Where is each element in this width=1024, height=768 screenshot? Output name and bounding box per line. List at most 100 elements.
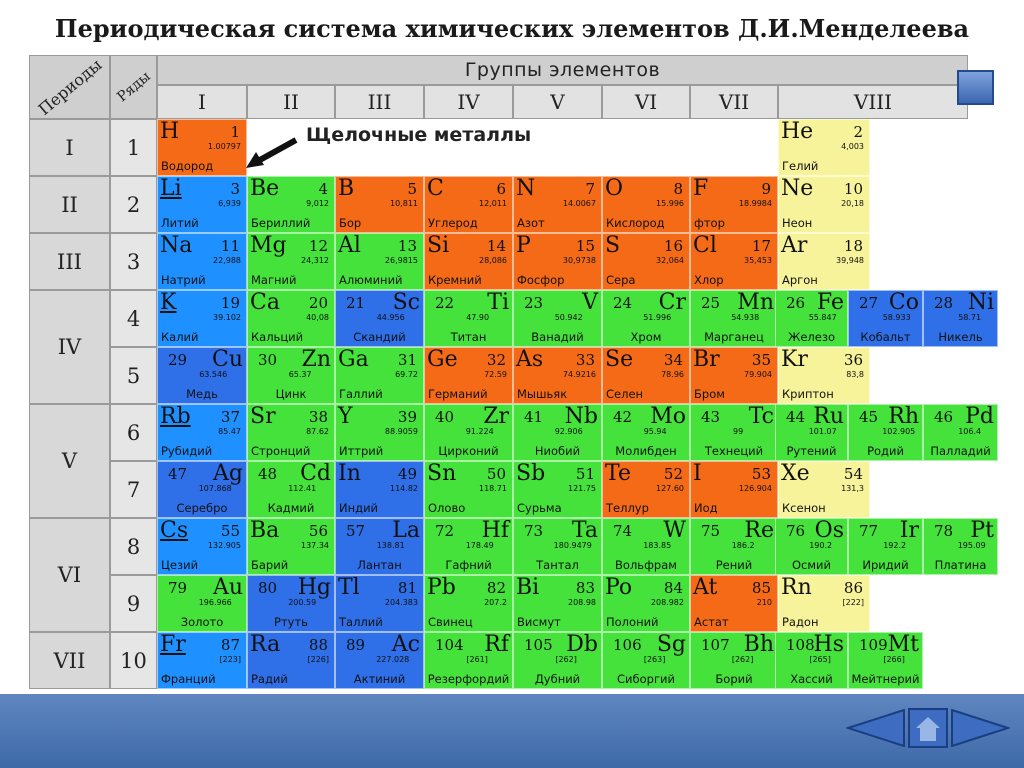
element-Au[interactable]: Au 79 196.966 Золото	[157, 575, 247, 632]
element-Tc[interactable]: Tc 43 99 Технеций	[690, 404, 778, 461]
element-Ni[interactable]: Ni 28 58.71 Никель	[923, 290, 998, 347]
element-Bh[interactable]: Bh 107 [262] Борий	[690, 632, 778, 689]
element-mass: 1.00797	[207, 142, 241, 151]
element-Pd[interactable]: Pd 46 106.4 Палладий	[923, 404, 998, 461]
element-Hs[interactable]: Hs 108 [265] Хассий	[775, 632, 848, 689]
element-Co[interactable]: Co 27 58.933 Кобальт	[848, 290, 923, 347]
element-Ta[interactable]: Ta 73 180.9479 Тантал	[513, 518, 602, 575]
group-header-2: II	[247, 85, 335, 119]
element-I[interactable]: I 53 126.904 Иод	[690, 461, 778, 518]
element-Bi[interactable]: Bi 83 208.98 Висмут	[513, 575, 602, 632]
element-C[interactable]: C 6 12,011 Углерод	[424, 176, 513, 233]
element-Ba[interactable]: Ba 56 137.34 Барий	[247, 518, 335, 575]
element-mass: 15.996	[656, 199, 684, 208]
element-symbol: He	[781, 119, 814, 144]
element-Os[interactable]: Os 76 190.2 Осмий	[775, 518, 848, 575]
element-Mo[interactable]: Mo 42 95.94 Молибден	[602, 404, 690, 461]
element-Mg[interactable]: Mg 12 24,312 Магний	[247, 233, 335, 290]
period-label: VII	[53, 648, 86, 673]
element-Al[interactable]: Al 13 26,9815 Алюминий	[335, 233, 424, 290]
element-S[interactable]: S 16 32,064 Сера	[602, 233, 690, 290]
element-Ac[interactable]: Ac 89 227.028 Актиний	[335, 632, 424, 689]
element-Rh[interactable]: Rh 45 102.905 Родий	[848, 404, 923, 461]
element-Zn[interactable]: Zn 30 65.37 Цинк	[247, 347, 335, 404]
element-Cl[interactable]: Cl 17 35,453 Хлор	[690, 233, 778, 290]
element-Cs[interactable]: Cs 55 132.905 Цезий	[157, 518, 247, 575]
element-N[interactable]: N 7 14.0067 Азот	[513, 176, 602, 233]
element-Kr[interactable]: Kr 36 83,8 Криптон	[778, 347, 870, 404]
element-Sb[interactable]: Sb 51 121.75 Сурьма	[513, 461, 602, 518]
element-In[interactable]: In 49 114.82 Индий	[335, 461, 424, 518]
element-symbol: Tl	[338, 575, 360, 600]
element-Cr[interactable]: Cr 24 51.996 Хром	[602, 290, 690, 347]
element-Na[interactable]: Na 11 22,988 Натрий	[157, 233, 247, 290]
element-W[interactable]: W 74 183.85 Вольфрам	[602, 518, 690, 575]
element-H[interactable]: H 1 1.00797 Водород	[157, 119, 247, 176]
element-Fr[interactable]: Fr 87 [223] Франций	[157, 632, 247, 689]
element-At[interactable]: At 85 210 Астат	[690, 575, 778, 632]
element-number: 72	[435, 522, 455, 540]
element-Hg[interactable]: Hg 80 200.59 Ртуть	[247, 575, 335, 632]
row-label: 7	[126, 477, 141, 502]
element-Ir[interactable]: Ir 77 192.2 Иридий	[848, 518, 923, 575]
element-Ca[interactable]: Ca 20 40,08 Кальций	[247, 290, 335, 347]
element-Sr[interactable]: Sr 38 87.62 Стронций	[247, 404, 335, 461]
element-Ti[interactable]: Ti 22 47.90 Титан	[424, 290, 513, 347]
element-name: Серебро	[176, 501, 228, 515]
element-Zr[interactable]: Zr 40 91.224 Цирконий	[424, 404, 513, 461]
element-Xe[interactable]: Xe 54 131,3 Ксенон	[778, 461, 870, 518]
element-P[interactable]: P 15 30,9738 Фосфор	[513, 233, 602, 290]
element-Be[interactable]: Be 4 9,012 Бериллий	[247, 176, 335, 233]
element-K[interactable]: K 19 39.102 Калий	[157, 290, 247, 347]
element-Sc[interactable]: Sc 21 44.956 Скандий	[335, 290, 424, 347]
element-Pt[interactable]: Pt 78 195.09 Платина	[923, 518, 998, 575]
element-mass: 195.09	[957, 541, 986, 550]
element-Hf[interactable]: Hf 72 178.49 Гафний	[424, 518, 513, 575]
element-Rf[interactable]: Rf 104 [261] Резерфордий	[424, 632, 513, 689]
element-Si[interactable]: Si 14 28,086 Кремний	[424, 233, 513, 290]
element-Nb[interactable]: Nb 41 92.906 Ниобий	[513, 404, 602, 461]
home-icon[interactable]	[908, 708, 948, 748]
element-Po[interactable]: Po 84 208.982 Полоний	[602, 575, 690, 632]
menu-button[interactable]	[957, 70, 994, 105]
element-Y[interactable]: Y 39 88.9059 Иттрий	[335, 404, 424, 461]
element-Ra[interactable]: Ra 88 [226] Радий	[247, 632, 335, 689]
element-Cd[interactable]: Cd 48 112.41 Кадмий	[247, 461, 335, 518]
element-Sg[interactable]: Sg 106 [263] Сиборгий	[602, 632, 690, 689]
element-Ru[interactable]: Ru 44 101.07 Рутений	[775, 404, 848, 461]
element-symbol: Sr	[250, 404, 276, 429]
element-Tl[interactable]: Tl 81 204.383 Таллий	[335, 575, 424, 632]
element-Cu[interactable]: Cu 29 63.546 Медь	[157, 347, 247, 404]
element-name: Иридий	[862, 558, 909, 572]
arrow-right-icon[interactable]	[950, 708, 1010, 748]
element-Mn[interactable]: Mn 25 54.938 Марганец	[690, 290, 778, 347]
element-Db[interactable]: Db 105 [262] Дубний	[513, 632, 602, 689]
arrow-left-icon[interactable]	[846, 708, 906, 748]
element-Pb[interactable]: Pb 82 207.2 Свинец	[424, 575, 513, 632]
element-He[interactable]: He 2 4,003 Гелий	[778, 119, 870, 176]
element-La[interactable]: La 57 138.81 Лантан	[335, 518, 424, 575]
element-Ge[interactable]: Ge 32 72.59 Германий	[424, 347, 513, 404]
period-label: IV	[57, 335, 82, 359]
element-Rb[interactable]: Rb 37 85.47 Рубидий	[157, 404, 247, 461]
element-Ga[interactable]: Ga 31 69.72 Галлий	[335, 347, 424, 404]
element-Rn[interactable]: Rn 86 [222] Радон	[778, 575, 870, 632]
element-Br[interactable]: Br 35 79.904 Бром	[690, 347, 778, 404]
element-V[interactable]: V 23 50.942 Ванадий	[513, 290, 602, 347]
element-mass: 30,9738	[562, 256, 596, 265]
element-Ag[interactable]: Ag 47 107.868 Серебро	[157, 461, 247, 518]
element-Ne[interactable]: Ne 10 20,18 Неон	[778, 176, 870, 233]
element-O[interactable]: O 8 15.996 Кислород	[602, 176, 690, 233]
element-Re[interactable]: Re 75 186.2 Рений	[690, 518, 778, 575]
element-Te[interactable]: Te 52 127.60 Теллур	[602, 461, 690, 518]
element-Ar[interactable]: Ar 18 39,948 Аргон	[778, 233, 870, 290]
element-F[interactable]: F 9 18.9984 фтор	[690, 176, 778, 233]
element-Fe[interactable]: Fe 26 55.847 Железо	[775, 290, 848, 347]
element-Se[interactable]: Se 34 78.96 Селен	[602, 347, 690, 404]
element-Li[interactable]: Li 3 6,939 Литий	[157, 176, 247, 233]
element-number: 87	[220, 636, 240, 654]
element-Sn[interactable]: Sn 50 118.71 Олово	[424, 461, 513, 518]
element-Mt[interactable]: Mt 109 [266] Мейтнерий	[848, 632, 923, 689]
element-As[interactable]: As 33 74.9216 Мышьяк	[513, 347, 602, 404]
element-B[interactable]: B 5 10,811 Бор	[335, 176, 424, 233]
